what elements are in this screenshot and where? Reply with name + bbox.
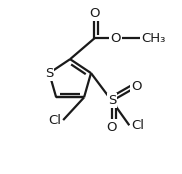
Text: O: O: [89, 7, 100, 20]
Text: S: S: [45, 67, 54, 80]
Text: Cl: Cl: [131, 119, 144, 132]
Text: Cl: Cl: [48, 114, 61, 126]
Text: O: O: [107, 121, 117, 133]
Text: O: O: [110, 32, 121, 45]
Text: S: S: [108, 94, 116, 107]
Text: O: O: [131, 81, 141, 93]
Text: CH₃: CH₃: [141, 32, 166, 45]
